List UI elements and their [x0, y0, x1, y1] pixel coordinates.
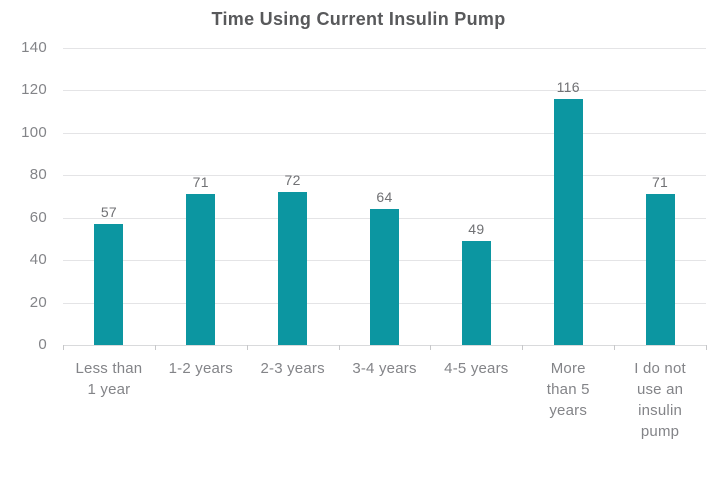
bar — [278, 192, 308, 345]
x-tick-label: More than 5 years — [546, 360, 590, 419]
bar-value-label: 72 — [284, 172, 301, 189]
y-axis: 0 20 40 60 80 100 120 140 — [0, 0, 47, 493]
axis-tick — [430, 345, 431, 350]
y-tick-label: 120 — [21, 81, 47, 99]
gridline — [63, 132, 706, 134]
axis-tick — [614, 345, 615, 350]
bar — [645, 194, 675, 345]
x-tick-label: 2-3 years — [260, 360, 325, 377]
axis-tick — [339, 345, 340, 350]
x-axis-baseline — [63, 345, 706, 346]
axis-tick — [522, 345, 523, 350]
bar-value-label: 57 — [100, 204, 118, 221]
x-tick-label: I do not use an insulin pump — [634, 360, 686, 440]
x-tick-label: 1-2 years — [168, 360, 233, 377]
axis-tick — [706, 345, 707, 350]
y-tick-label: 100 — [21, 123, 47, 141]
bar — [369, 209, 399, 345]
bar-column: 49 — [430, 48, 522, 345]
gridline — [63, 90, 706, 92]
y-tick-label: 40 — [29, 251, 47, 269]
x-tick-label: 4-5 years — [444, 360, 509, 377]
bar-value-label: 49 — [468, 221, 485, 238]
y-tick-label: 80 — [29, 166, 47, 184]
bar-column: 57 — [63, 48, 155, 345]
bar-column: 64 — [339, 48, 431, 345]
bar-column: 71 — [614, 48, 706, 345]
axis-tick — [63, 345, 64, 350]
chart-title: Time Using Current Insulin Pump — [211, 9, 506, 29]
bar-value-label: 71 — [192, 174, 209, 191]
y-tick-label: 140 — [21, 39, 47, 56]
bar-column: 116 — [522, 48, 614, 345]
axis-tick — [155, 345, 156, 350]
bar — [94, 224, 124, 345]
gridline — [63, 175, 706, 177]
gridline — [63, 48, 706, 49]
bar-value-label: 64 — [376, 189, 393, 206]
bar-value-label: 71 — [651, 174, 669, 191]
y-tick-label: 0 — [38, 336, 47, 353]
bar — [553, 98, 583, 345]
x-tick-label: 3-4 years — [352, 360, 417, 377]
axis-tick — [247, 345, 248, 350]
y-tick-label: 60 — [29, 208, 47, 226]
plot-area: 57 71 72 64 49 116 71 — [63, 48, 707, 350]
bar-column: 71 — [155, 48, 247, 345]
bar — [461, 241, 491, 345]
bar — [186, 194, 216, 345]
bar-value-label: 116 — [556, 78, 580, 95]
bar-column: 72 — [247, 48, 339, 345]
x-tick-label: Less than 1 year — [75, 360, 143, 398]
y-tick-label: 20 — [29, 293, 47, 311]
